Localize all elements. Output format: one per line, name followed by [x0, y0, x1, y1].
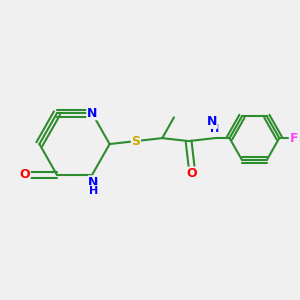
Text: N: N	[207, 115, 217, 128]
Text: S: S	[131, 135, 140, 148]
Text: N: N	[88, 176, 99, 189]
Text: N: N	[87, 107, 97, 120]
Text: O: O	[186, 167, 197, 180]
Text: H: H	[210, 124, 220, 134]
Text: O: O	[20, 168, 30, 182]
Text: F: F	[290, 132, 299, 145]
Text: H: H	[89, 186, 98, 196]
